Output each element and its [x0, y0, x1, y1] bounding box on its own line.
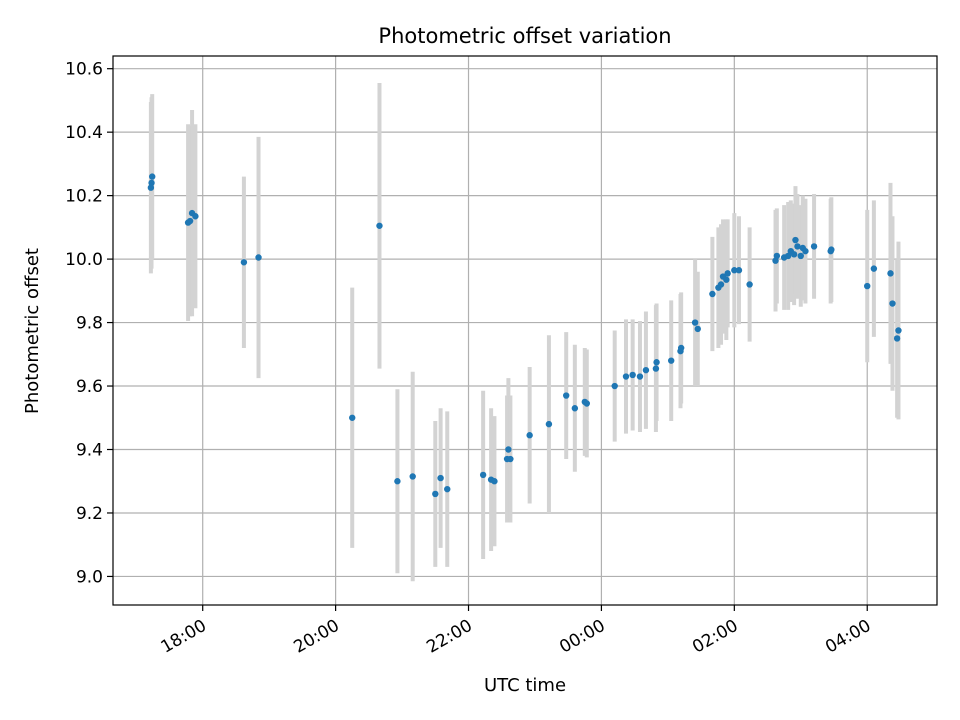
data-point [797, 252, 804, 260]
plot-area [113, 56, 937, 605]
x-axis-title: UTC time [484, 675, 566, 696]
y-tick-label: 9.2 [76, 504, 103, 524]
data-points [147, 173, 902, 498]
data-point [667, 357, 675, 364]
data-point [677, 344, 685, 352]
data-point [149, 173, 156, 180]
data-point [147, 184, 155, 191]
data-point [545, 420, 553, 428]
data-point [691, 319, 699, 326]
y-tick-label: 10.6 [65, 60, 103, 80]
data-point [773, 252, 781, 260]
data-point [622, 373, 630, 380]
data-point [583, 400, 590, 407]
data-point [240, 259, 248, 266]
data-point [526, 432, 533, 439]
y-tick-label: 9.6 [76, 377, 103, 397]
y-tick-label: 10.0 [65, 250, 103, 270]
data-point [731, 267, 738, 274]
data-point [437, 474, 444, 482]
data-point [507, 455, 514, 463]
data-point [186, 217, 194, 225]
data-point [810, 243, 818, 250]
data-point [611, 382, 618, 390]
data-point [724, 270, 731, 277]
data-point [717, 281, 725, 288]
data-point [255, 254, 262, 261]
data-point [636, 373, 644, 380]
data-point [505, 446, 512, 453]
data-point [792, 236, 799, 244]
data-point [870, 265, 878, 272]
data-point [802, 247, 809, 255]
data-point [491, 478, 498, 485]
data-point [790, 251, 798, 258]
data-point [652, 365, 660, 372]
chart-title: Photometric offset variation [378, 24, 671, 48]
data-point [709, 290, 716, 298]
data-point [479, 471, 487, 479]
y-tick-label: 10.2 [65, 187, 103, 207]
data-point [784, 252, 792, 260]
data-point [895, 327, 902, 334]
data-point [794, 243, 801, 250]
data-point [864, 282, 871, 290]
data-point [694, 325, 701, 333]
data-point [409, 473, 416, 480]
y-tick-label: 10.4 [65, 123, 103, 143]
data-point [893, 335, 901, 342]
data-point [394, 478, 401, 485]
data-point [349, 414, 356, 421]
data-point [828, 246, 835, 253]
data-point [376, 222, 383, 229]
data-point [653, 359, 660, 366]
data-point [563, 392, 570, 399]
data-point [889, 300, 896, 307]
y-tick-label: 9.0 [76, 567, 103, 587]
y-axis-title: Photometric offset [22, 248, 43, 414]
data-point [735, 267, 743, 274]
data-point [571, 405, 579, 412]
grid-lines [113, 56, 937, 605]
data-point [444, 485, 451, 493]
data-point [148, 179, 155, 187]
data-point [432, 490, 439, 498]
y-tick-label: 9.4 [76, 441, 103, 461]
data-point [642, 366, 650, 374]
data-point [887, 270, 894, 277]
data-point [629, 371, 636, 379]
data-point [192, 213, 199, 220]
data-point [746, 281, 753, 288]
y-tick-label: 9.8 [76, 314, 103, 334]
data-point [723, 276, 730, 283]
plot-frame [112, 55, 938, 606]
